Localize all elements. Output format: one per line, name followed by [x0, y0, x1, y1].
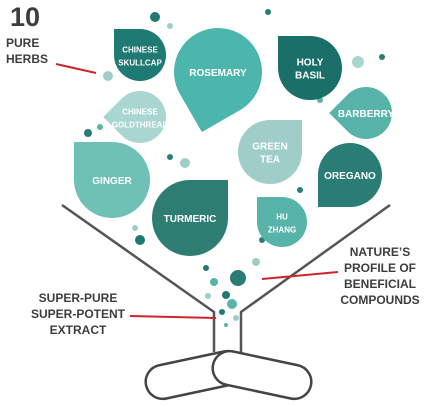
label-line: PURE: [6, 36, 39, 50]
herb-label: GINGER: [92, 176, 132, 187]
label-line: GOLDTHREAD: [112, 121, 169, 130]
label-line: GREEN: [252, 142, 288, 153]
dot: [224, 323, 228, 327]
dot: [167, 23, 173, 29]
dot: [205, 293, 211, 299]
callout-line: BENEFICIAL: [344, 277, 416, 291]
callout: NATURE’S PROFILE OF BENEFICIAL COMPOUNDS: [340, 245, 419, 307]
callout-line: NATURE’S: [350, 245, 410, 259]
dot: [230, 270, 246, 286]
dot: [103, 71, 113, 81]
herb-count: 10: [10, 2, 40, 32]
label-line: HU: [276, 213, 288, 222]
dot: [297, 187, 303, 193]
callout-line: SUPER-POTENT: [31, 307, 126, 321]
herb-label: OREGANO: [324, 171, 376, 182]
herbs: CHINESE SKULLCAP ROSEMARY HOLY BASIL CHINESE G…: [74, 12, 403, 256]
dot: [252, 258, 260, 266]
dot: [203, 265, 209, 271]
label-line: CHINESE: [122, 108, 158, 117]
callout-line: EXTRACT: [50, 323, 107, 337]
callout-line: SUPER-PURE: [39, 291, 118, 305]
dot: [222, 291, 230, 299]
callout: SUPER-PURE SUPER-POTENT EXTRACT: [31, 291, 126, 337]
dot: [97, 124, 103, 130]
herb-label: ROSEMARY: [189, 68, 247, 79]
dot: [233, 315, 239, 321]
dot: [265, 9, 271, 15]
label-line: HOLY: [297, 58, 324, 69]
dot: [219, 309, 225, 315]
dot: [150, 12, 160, 22]
dot: [135, 235, 145, 245]
herb-label: TURMERIC: [164, 214, 217, 225]
label-line: BARBERRY: [338, 109, 395, 120]
dot: [210, 278, 218, 286]
herb-leaf: [257, 197, 307, 247]
label-line: HERBS: [6, 52, 48, 66]
dot: [352, 56, 364, 68]
label-line: SKULLCAP: [118, 59, 162, 68]
dot: [180, 158, 190, 168]
dot: [379, 54, 385, 60]
herb-label: BARBERRY: [338, 109, 395, 120]
label-line: TEA: [260, 155, 280, 166]
dot: [132, 225, 138, 231]
label-line: GINGER: [92, 176, 132, 187]
herb-leaf: [114, 29, 166, 81]
herb-count-label: PURE HERBS: [6, 36, 48, 66]
dot: [167, 154, 173, 160]
callout-line: COMPOUNDS: [340, 293, 419, 307]
callout-line: PROFILE OF: [344, 261, 416, 275]
capsules: [143, 348, 315, 402]
label-line: OREGANO: [324, 171, 376, 182]
infographic: CHINESE SKULLCAP ROSEMARY HOLY BASIL CHINESE G…: [0, 0, 427, 407]
label-line: CHINESE: [122, 46, 158, 55]
dot: [227, 299, 237, 309]
label-line: TURMERIC: [164, 214, 217, 225]
label-line: ROSEMARY: [189, 68, 247, 79]
dot: [84, 129, 92, 137]
label-line: ZHANG: [268, 226, 296, 235]
label-line: BASIL: [295, 71, 325, 82]
